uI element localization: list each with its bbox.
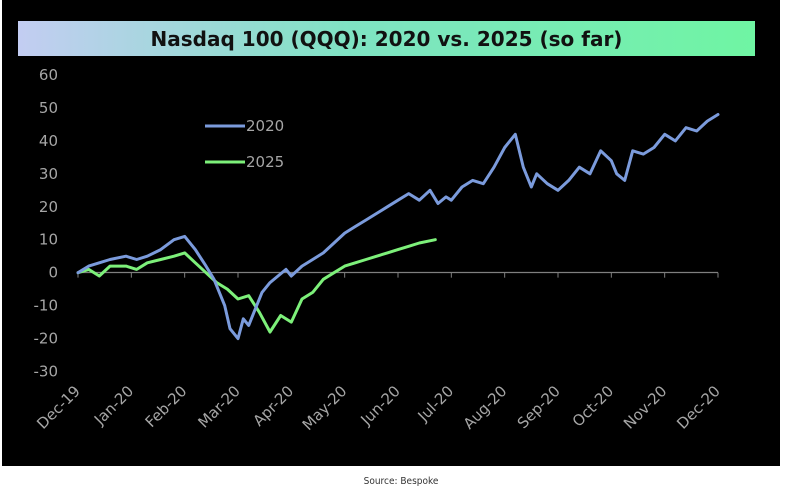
y-tick-label: 10 (39, 231, 58, 249)
y-tick-label: 40 (39, 132, 58, 150)
y-tick-label: -20 (34, 330, 59, 348)
x-tick-label: May-20 (299, 382, 351, 434)
series-line-2025 (76, 238, 437, 334)
x-tick-labels: Dec-19 Jan-20 Feb-20 Mar-20 Apr-20 May-20 Jun-… (33, 382, 724, 434)
series-line-2020 (76, 113, 720, 341)
chart-title-bar: Nasdaq 100 (QQQ): 2020 vs. 2025 (so far) (18, 21, 755, 56)
x-tick-label: Jun-20 (356, 382, 403, 429)
x-tick-label: Jul-20 (414, 382, 458, 426)
source-note: Source: Bespoke (363, 476, 439, 487)
x-tick-label: Dec-19 (33, 382, 84, 433)
y-tick-label: 20 (39, 198, 58, 216)
y-tick-label: 50 (39, 99, 58, 117)
y-tick-label: -30 (34, 363, 59, 381)
x-tick-label: Apr-20 (249, 382, 297, 430)
y-tick-label: -10 (34, 297, 59, 315)
x-tick-label: Feb-20 (142, 382, 191, 431)
x-tick-label: Sep-20 (514, 382, 564, 432)
x-tick-label: Mar-20 (194, 382, 243, 431)
x-tick-label: Dec-20 (673, 382, 724, 433)
x-tick-label: Aug-20 (460, 382, 511, 433)
x-tick-marks (77, 272, 719, 278)
y-tick-label: 30 (39, 165, 58, 183)
legend-label-2020: 2020 (246, 117, 284, 135)
line-chart: 60 50 40 30 20 10 0 -10 -20 -30 Dec-19 Jan-20 Feb-2… (33, 66, 724, 434)
x-tick-label: Nov-20 (620, 382, 670, 432)
y-tick-labels: 60 50 40 30 20 10 0 -10 -20 -30 (34, 66, 59, 381)
legend-label-2025: 2025 (246, 153, 284, 171)
y-tick-label: 60 (39, 66, 58, 84)
chart-title: Nasdaq 100 (QQQ): 2020 vs. 2025 (so far) (150, 26, 623, 51)
x-tick-label: Jan-20 (90, 382, 137, 429)
chart-figure: Nasdaq 100 (QQQ): 2020 vs. 2025 (so far)… (2, 0, 780, 466)
legend: 2020 2025 (205, 117, 284, 171)
series-lines (76, 113, 720, 341)
y-tick-label: 0 (48, 264, 58, 282)
x-tick-label: Oct-20 (569, 382, 617, 430)
